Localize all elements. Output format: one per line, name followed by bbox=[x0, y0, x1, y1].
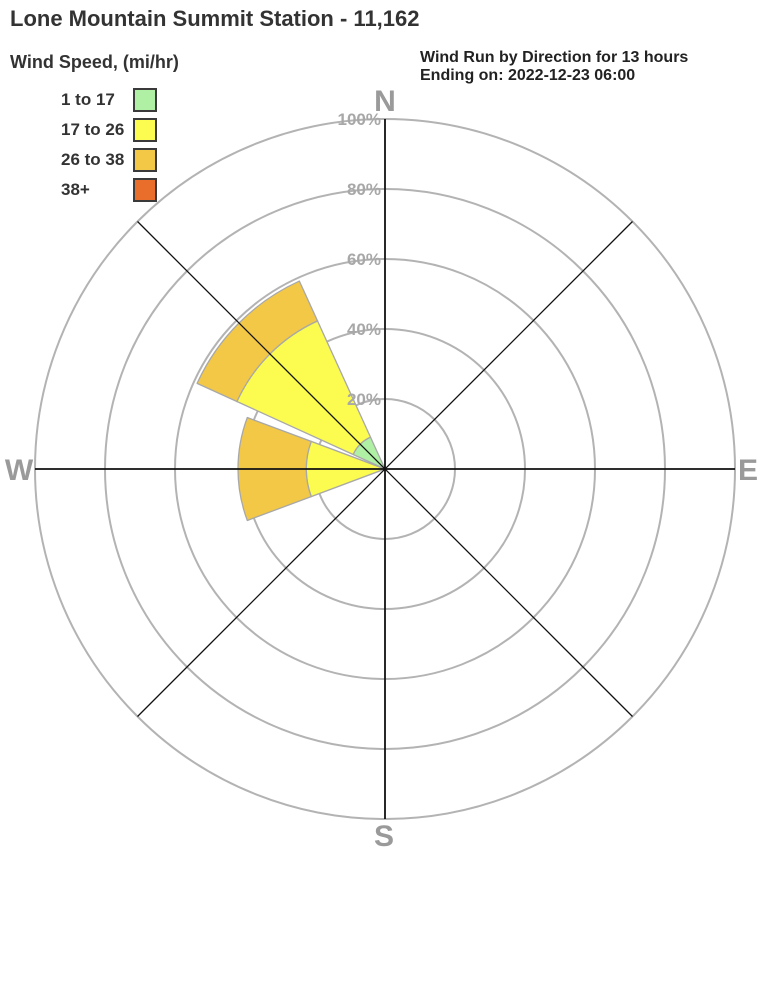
ring-label-20: 20% bbox=[347, 390, 381, 409]
legend-item-label: 26 to 38 bbox=[61, 150, 125, 169]
ring-label-100: 100% bbox=[338, 110, 381, 129]
subtitle-line-2: Ending on: 2022-12-23 06:00 bbox=[420, 67, 636, 84]
legend-swatch-green bbox=[133, 88, 157, 112]
legend-swatch-orange bbox=[133, 178, 157, 202]
ring-label-80: 80% bbox=[347, 180, 381, 199]
ring-label-40: 40% bbox=[347, 320, 381, 339]
legend-item: 26 to 38 bbox=[61, 148, 157, 172]
axis-nw-se bbox=[137, 221, 633, 717]
legend-item-label: 38+ bbox=[61, 180, 90, 199]
legend-title: Wind Speed, (mi/hr) bbox=[10, 52, 179, 72]
compass-label-north: N bbox=[374, 85, 396, 118]
compass-label-south: S bbox=[374, 820, 394, 853]
legend-swatch-yellow bbox=[133, 118, 157, 142]
legend-item-label: 17 to 26 bbox=[61, 120, 125, 139]
compass-label-west: W bbox=[5, 454, 34, 487]
chart-subtitle: Wind Run by Direction for 13 hours Endin… bbox=[420, 49, 688, 85]
legend-item-label: 1 to 17 bbox=[61, 90, 115, 109]
legend-item: 17 to 26 bbox=[61, 118, 157, 142]
legend-item: 1 to 17 bbox=[61, 88, 157, 112]
page-title: Lone Mountain Summit Station - 11,162 bbox=[10, 6, 420, 31]
ring-label-60: 60% bbox=[347, 250, 381, 269]
legend-item: 38+ bbox=[61, 178, 157, 202]
legend-swatch-amber bbox=[133, 148, 157, 172]
subtitle-line-1: Wind Run by Direction for 13 hours bbox=[420, 49, 689, 66]
compass-label-east: E bbox=[738, 454, 758, 487]
